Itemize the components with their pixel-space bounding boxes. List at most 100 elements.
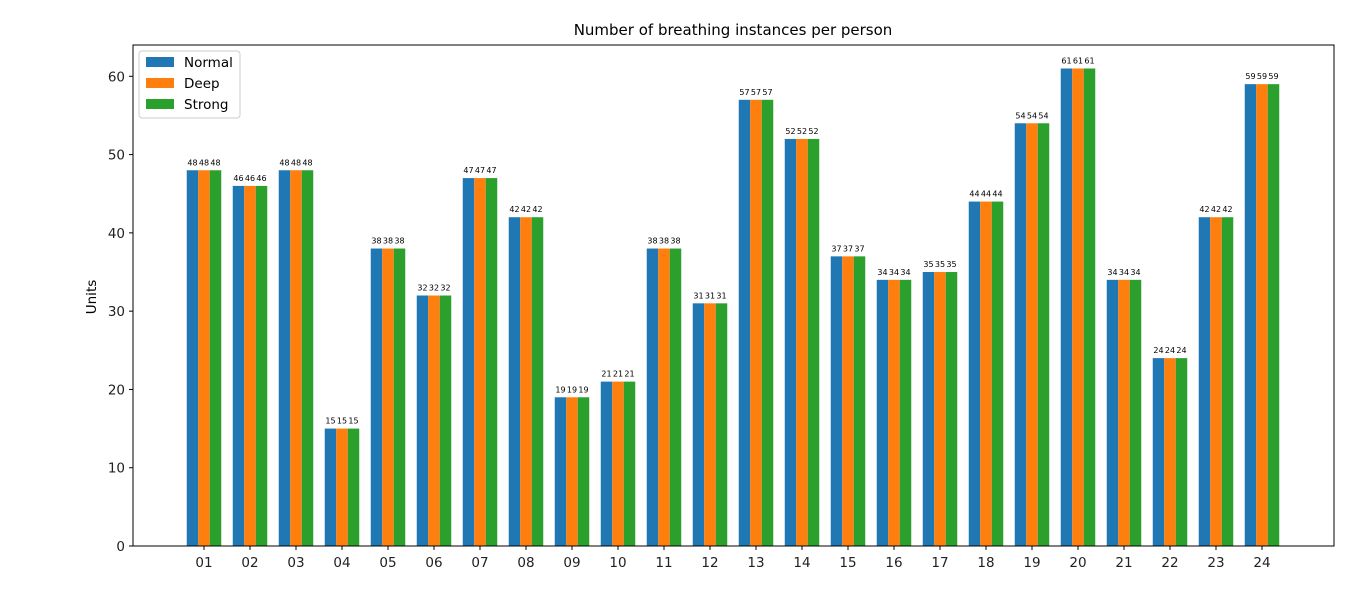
- bar-value-label: 47: [463, 166, 473, 175]
- bar: [796, 138, 808, 546]
- bar-value-label: 52: [797, 127, 807, 136]
- bar-value-label: 61: [1061, 56, 1071, 65]
- bar: [485, 178, 498, 546]
- bar: [244, 185, 256, 546]
- bar: [922, 272, 935, 546]
- bar-value-label: 38: [394, 237, 404, 246]
- bar-value-label: 35: [946, 260, 956, 269]
- bar: [566, 397, 578, 546]
- bar-value-label: 57: [739, 88, 749, 97]
- legend-swatch: [146, 57, 174, 67]
- bar-value-label: 48: [279, 158, 289, 167]
- legend: Normal Deep Strong: [138, 50, 241, 119]
- bar: [1256, 84, 1268, 546]
- x-tick-label: 13: [747, 555, 764, 571]
- bar-value-label: 54: [1038, 111, 1048, 120]
- bar: [531, 217, 544, 546]
- legend-label: Strong: [184, 97, 229, 113]
- bar-value-label: 15: [325, 417, 335, 426]
- bar-value-label: 38: [647, 237, 657, 246]
- bar: [301, 170, 314, 546]
- bar-value-label: 42: [509, 205, 519, 214]
- series-normal: 48 46 48 15 38 32 47 42 19 21 38 31 57 52 37 34 35 44 54 61…: [186, 56, 1257, 547]
- bar: [1060, 68, 1073, 546]
- bar-value-label: 47: [486, 166, 496, 175]
- bar-value-label: 19: [578, 385, 588, 394]
- x-tick-label: 11: [655, 555, 672, 571]
- bar-value-label: 24: [1153, 346, 1163, 355]
- bar: [750, 99, 762, 547]
- bar-value-label: 59: [1245, 72, 1255, 81]
- x-tick-label: 22: [1161, 555, 1178, 571]
- bar: [1118, 279, 1130, 546]
- bar: [347, 428, 360, 546]
- bar: [1037, 123, 1050, 546]
- bar: [945, 272, 958, 546]
- x-tick-label: 15: [839, 555, 856, 571]
- x-tick-label: 05: [379, 555, 396, 571]
- bar-value-label: 46: [233, 174, 243, 183]
- bar-value-label: 48: [302, 158, 312, 167]
- bar: [1164, 358, 1176, 547]
- x-tick-label: 10: [609, 555, 626, 571]
- bar-value-label: 61: [1084, 56, 1094, 65]
- bar-value-label: 32: [417, 284, 427, 293]
- bar-value-label: 48: [291, 158, 301, 167]
- bar-value-label: 19: [555, 385, 565, 394]
- bar: [255, 185, 268, 546]
- bar-value-label: 34: [877, 268, 887, 277]
- bar: [508, 217, 521, 546]
- bar: [462, 178, 475, 546]
- bar-value-label: 35: [923, 260, 933, 269]
- bar: [692, 303, 705, 546]
- bar: [876, 279, 889, 546]
- x-tick-label: 02: [241, 555, 258, 571]
- x-tick-label: 18: [977, 555, 994, 571]
- bar-value-label: 48: [187, 158, 197, 167]
- x-tick-label: 23: [1207, 555, 1224, 571]
- bar-value-label: 34: [1130, 268, 1140, 277]
- bar-value-label: 38: [670, 237, 680, 246]
- bar: [842, 256, 854, 546]
- bar: [416, 295, 429, 546]
- bar-value-label: 37: [843, 244, 853, 253]
- bar: [980, 201, 992, 546]
- bar-value-label: 57: [751, 88, 761, 97]
- bar-value-label: 21: [624, 370, 634, 379]
- bar-value-label: 61: [1073, 56, 1083, 65]
- x-tick-label: 19: [1023, 555, 1040, 571]
- bar: [646, 248, 659, 546]
- bar-value-label: 32: [440, 284, 450, 293]
- bar: [623, 381, 636, 546]
- legend-label: Deep: [184, 76, 220, 92]
- bar: [439, 295, 452, 546]
- bar-value-label: 46: [245, 174, 255, 183]
- bar: [658, 248, 670, 546]
- bar: [968, 201, 981, 546]
- bar: [209, 170, 222, 546]
- bar-value-label: 38: [659, 237, 669, 246]
- bar: [1072, 68, 1084, 546]
- y-tick-label: 30: [108, 304, 125, 320]
- axes-frame: [132, 44, 1335, 547]
- bar: [1210, 217, 1222, 546]
- x-tick-label: 03: [287, 555, 304, 571]
- bar-value-label: 59: [1268, 72, 1278, 81]
- bar-value-label: 44: [969, 190, 979, 199]
- y-tick-label: 0: [116, 539, 125, 555]
- bar-value-label: 34: [1119, 268, 1129, 277]
- series-deep: 48 46 48 15 38 32 47 42 19 21 38 31 57 52 37 34 35 44 54 61…: [198, 56, 1268, 547]
- bar: [888, 279, 900, 546]
- bar: [853, 256, 866, 546]
- plot-area: 48 46 48 15 38 32 47 42 19 21 38 31 57 52 37 34 35 44 54 61…: [108, 44, 1335, 555]
- bar-value-label: 34: [889, 268, 899, 277]
- bar-value-label: 34: [1107, 268, 1117, 277]
- bar-value-label: 52: [785, 127, 795, 136]
- x-tick-label: 12: [701, 555, 718, 571]
- bar-value-label: 21: [613, 370, 623, 379]
- x-tick-label: 08: [517, 555, 534, 571]
- bar: [198, 170, 210, 546]
- bar: [1106, 279, 1119, 546]
- x-tick-label: 17: [931, 555, 948, 571]
